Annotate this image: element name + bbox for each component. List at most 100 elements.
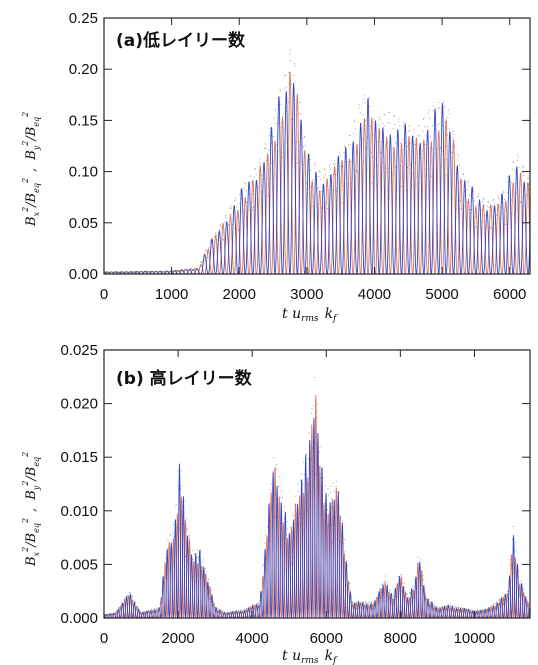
- dot-point: [172, 524, 174, 526]
- dot-point: [363, 94, 366, 96]
- dot-point: [158, 609, 160, 611]
- dot-point: [373, 603, 375, 605]
- dot-point: [458, 155, 460, 157]
- dot-point: [312, 179, 314, 181]
- dot-point: [424, 144, 426, 146]
- dot-point: [361, 167, 363, 169]
- dot-point: [505, 223, 507, 225]
- dot-point: [210, 589, 212, 591]
- dot-point: [212, 603, 214, 605]
- dot-point: [232, 231, 234, 233]
- dot-point: [362, 113, 364, 116]
- dot-point: [197, 549, 199, 551]
- dot-point: [163, 589, 165, 591]
- dot-point: [328, 494, 330, 496]
- dot-point: [115, 612, 117, 614]
- dot-point: [148, 609, 150, 611]
- dot-point: [324, 490, 326, 492]
- dot-point: [253, 189, 255, 192]
- dot-point: [108, 614, 110, 616]
- dot-point: [366, 603, 368, 606]
- dot-point: [239, 612, 241, 614]
- dot-point: [518, 582, 520, 584]
- dot-point: [402, 125, 404, 128]
- dot-point: [241, 611, 243, 613]
- dot-point: [205, 567, 207, 569]
- dot-point: [223, 221, 226, 223]
- dot-point: [256, 605, 258, 607]
- dot-point: [284, 506, 286, 508]
- dot-point: [452, 137, 454, 139]
- dot-point: [447, 604, 449, 606]
- dot-point: [286, 110, 288, 113]
- dot-point: [154, 609, 156, 612]
- dot-point: [268, 513, 270, 515]
- dot-point: [265, 544, 268, 546]
- dot-point: [281, 126, 283, 128]
- dot-point: [522, 165, 524, 167]
- dot-point: [503, 192, 505, 194]
- dot-point: [461, 608, 463, 610]
- dot-point: [461, 611, 463, 613]
- dot-point: [245, 183, 247, 185]
- dot-point: [307, 510, 309, 512]
- dot-point: [328, 175, 330, 177]
- dot-point: [206, 588, 209, 590]
- dot-point: [215, 608, 217, 610]
- dot-point: [247, 610, 249, 612]
- dot-point: [356, 607, 358, 610]
- dot-point: [340, 516, 342, 518]
- dot-point: [322, 190, 324, 192]
- dot-point: [239, 189, 241, 192]
- dot-point: [288, 71, 290, 74]
- dot-point: [477, 609, 479, 611]
- x-tick-label: 5000: [425, 286, 458, 303]
- dot-point: [514, 548, 516, 550]
- dot-point: [304, 494, 306, 496]
- dot-point: [162, 581, 164, 583]
- dot-point: [472, 189, 474, 191]
- dot-point: [164, 557, 167, 559]
- dot-point: [281, 156, 283, 158]
- dot-point: [304, 136, 306, 138]
- dot-point: [257, 205, 259, 207]
- dot-point: [491, 608, 493, 611]
- dot-point: [267, 195, 269, 197]
- dot-point: [335, 480, 338, 482]
- dot-point: [274, 516, 276, 518]
- dot-point: [136, 608, 138, 610]
- dot-point: [176, 527, 178, 529]
- dot-point: [124, 602, 126, 604]
- dot-point: [474, 199, 476, 201]
- dot-point: [439, 147, 442, 149]
- dot-point: [177, 523, 179, 525]
- dot-point: [260, 591, 262, 593]
- dot-point: [376, 594, 378, 597]
- dot-point: [467, 181, 469, 184]
- dot-point: [394, 598, 396, 600]
- dot-point: [233, 207, 235, 210]
- dot-point: [459, 180, 461, 182]
- dot-point: [434, 608, 436, 610]
- dot-point: [346, 183, 348, 185]
- dot-point: [202, 558, 204, 560]
- dot-point: [302, 483, 304, 485]
- dot-point: [444, 122, 446, 124]
- dot-point: [399, 584, 401, 586]
- dot-point: [469, 209, 471, 211]
- dot-point: [477, 196, 479, 198]
- dot-point: [308, 432, 310, 434]
- y-tick-label: 0.25: [69, 10, 98, 27]
- dot-point: [526, 183, 528, 185]
- dot-point: [499, 206, 501, 208]
- dot-point: [319, 446, 321, 448]
- dot-point: [410, 598, 412, 600]
- dot-point: [268, 540, 271, 542]
- dot-point: [329, 524, 331, 526]
- dot-point: [237, 610, 239, 612]
- dot-point: [265, 159, 268, 161]
- dot-point: [249, 607, 251, 609]
- dot-point: [220, 610, 223, 612]
- dot-point: [416, 562, 418, 564]
- dot-point: [378, 116, 380, 118]
